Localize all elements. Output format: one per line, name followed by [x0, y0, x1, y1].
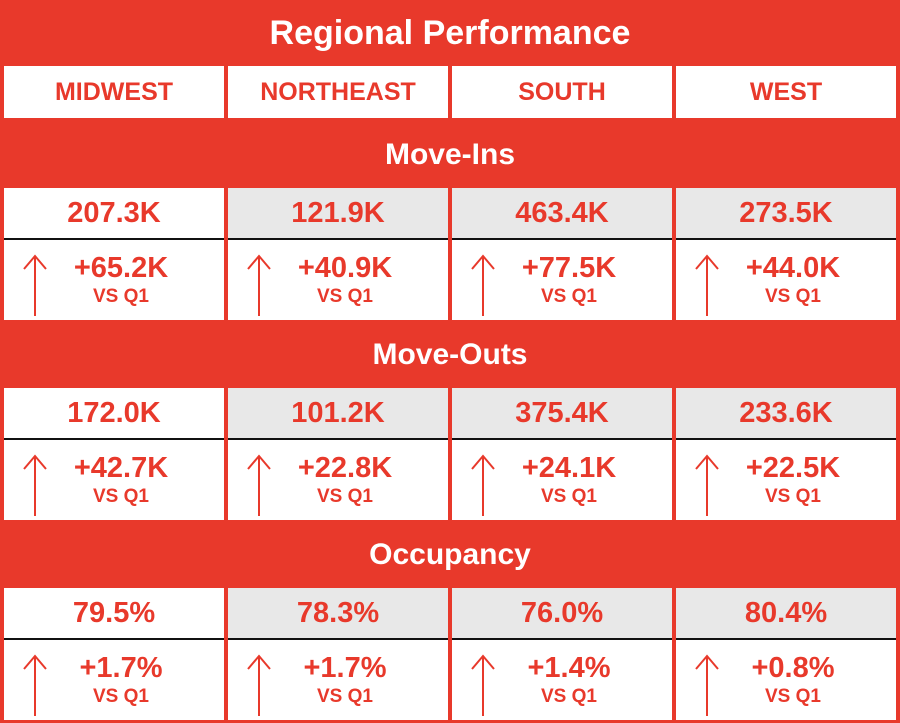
metric-value: 233.6K: [676, 388, 896, 440]
delta-label: VS Q1: [541, 286, 597, 307]
delta-value: +24.1K: [521, 452, 617, 484]
delta-label: VS Q1: [317, 286, 373, 307]
metric-value: 79.5%: [4, 588, 224, 640]
delta-value: +44.0K: [745, 252, 841, 284]
metric-cell: 79.5% +1.7% VS Q1: [4, 588, 224, 720]
region-header-west: WEST: [676, 66, 896, 118]
metric-cell: 375.4K +24.1K VS Q1: [452, 388, 672, 520]
delta-value: +1.7%: [303, 652, 387, 684]
delta-label: VS Q1: [541, 686, 597, 707]
metric-value: 273.5K: [676, 188, 896, 240]
delta-label: VS Q1: [765, 486, 821, 507]
metric-value: 375.4K: [452, 388, 672, 440]
delta-value: +1.7%: [79, 652, 163, 684]
metric-delta-panel: +40.9K VS Q1: [228, 240, 448, 320]
delta-label: VS Q1: [317, 486, 373, 507]
region-header-south: SOUTH: [452, 66, 672, 118]
metric-value: 207.3K: [4, 188, 224, 240]
metric-value: 172.0K: [4, 388, 224, 440]
delta-value: +1.4%: [527, 652, 611, 684]
metric-delta-panel: +22.5K VS Q1: [676, 440, 896, 520]
delta-label: VS Q1: [541, 486, 597, 507]
metric-value: 121.9K: [228, 188, 448, 240]
metric-value: 80.4%: [676, 588, 896, 640]
delta-label: VS Q1: [93, 486, 149, 507]
delta-value: +77.5K: [521, 252, 617, 284]
arrow-up-icon: [470, 652, 496, 716]
metric-delta-panel: +1.7% VS Q1: [228, 640, 448, 720]
metric-cell: 78.3% +1.7% VS Q1: [228, 588, 448, 720]
section-title-occupancy: Occupancy: [369, 538, 531, 571]
delta-value: +65.2K: [73, 252, 169, 284]
delta-value: +42.7K: [73, 452, 169, 484]
section-title-move-ins: Move-Ins: [384, 138, 516, 171]
delta-label: VS Q1: [317, 686, 373, 707]
metric-delta-panel: +0.8% VS Q1: [676, 640, 896, 720]
metric-delta-panel: +65.2K VS Q1: [4, 240, 224, 320]
metric-row-occupancy: 79.5% +1.7% VS Q1 78.3% +1.7% VS Q1 76.0…: [4, 588, 896, 720]
section-title-move-outs: Move-Outs: [372, 338, 528, 371]
delta-value: +0.8%: [751, 652, 835, 684]
metric-cell: 76.0% +1.4% VS Q1: [452, 588, 672, 720]
delta-label: VS Q1: [93, 286, 149, 307]
metric-value: 463.4K: [452, 188, 672, 240]
metric-row-move-outs: 172.0K +42.7K VS Q1 101.2K +22.8K VS Q1 …: [4, 388, 896, 520]
delta-label: VS Q1: [765, 286, 821, 307]
region-header-row: MIDWEST NORTHEAST SOUTH WEST: [4, 66, 896, 118]
arrow-up-icon: [694, 452, 720, 516]
metric-delta-panel: +1.7% VS Q1: [4, 640, 224, 720]
arrow-up-icon: [470, 252, 496, 316]
delta-value: +22.5K: [745, 452, 841, 484]
arrow-up-icon: [246, 252, 272, 316]
arrow-up-icon: [470, 452, 496, 516]
delta-label: VS Q1: [93, 686, 149, 707]
arrow-up-icon: [246, 452, 272, 516]
arrow-up-icon: [22, 452, 48, 516]
region-header-midwest: MIDWEST: [4, 66, 224, 118]
arrow-up-icon: [22, 652, 48, 716]
metric-cell: 121.9K +40.9K VS Q1: [228, 188, 448, 320]
metric-cell: 172.0K +42.7K VS Q1: [4, 388, 224, 520]
metric-delta-panel: +24.1K VS Q1: [452, 440, 672, 520]
metric-delta-panel: +22.8K VS Q1: [228, 440, 448, 520]
delta-value: +40.9K: [297, 252, 393, 284]
metric-cell: 233.6K +22.5K VS Q1: [676, 388, 896, 520]
metric-row-move-ins: 207.3K +65.2K VS Q1 121.9K +40.9K VS Q1 …: [4, 188, 896, 320]
metric-delta-panel: +1.4% VS Q1: [452, 640, 672, 720]
metric-cell: 273.5K +44.0K VS Q1: [676, 188, 896, 320]
metric-cell: 207.3K +65.2K VS Q1: [4, 188, 224, 320]
arrow-up-icon: [246, 652, 272, 716]
arrow-up-icon: [694, 652, 720, 716]
metric-value: 76.0%: [452, 588, 672, 640]
metric-cell: 101.2K +22.8K VS Q1: [228, 388, 448, 520]
region-header-northeast: NORTHEAST: [228, 66, 448, 118]
metric-cell: 80.4% +0.8% VS Q1: [676, 588, 896, 720]
metric-delta-panel: +77.5K VS Q1: [452, 240, 672, 320]
metric-cell: 463.4K +77.5K VS Q1: [452, 188, 672, 320]
page-title: Regional Performance: [269, 13, 631, 52]
metric-delta-panel: +44.0K VS Q1: [676, 240, 896, 320]
arrow-up-icon: [694, 252, 720, 316]
metric-value: 78.3%: [228, 588, 448, 640]
delta-value: +22.8K: [297, 452, 393, 484]
arrow-up-icon: [22, 252, 48, 316]
metric-value: 101.2K: [228, 388, 448, 440]
delta-label: VS Q1: [765, 686, 821, 707]
metric-delta-panel: +42.7K VS Q1: [4, 440, 224, 520]
